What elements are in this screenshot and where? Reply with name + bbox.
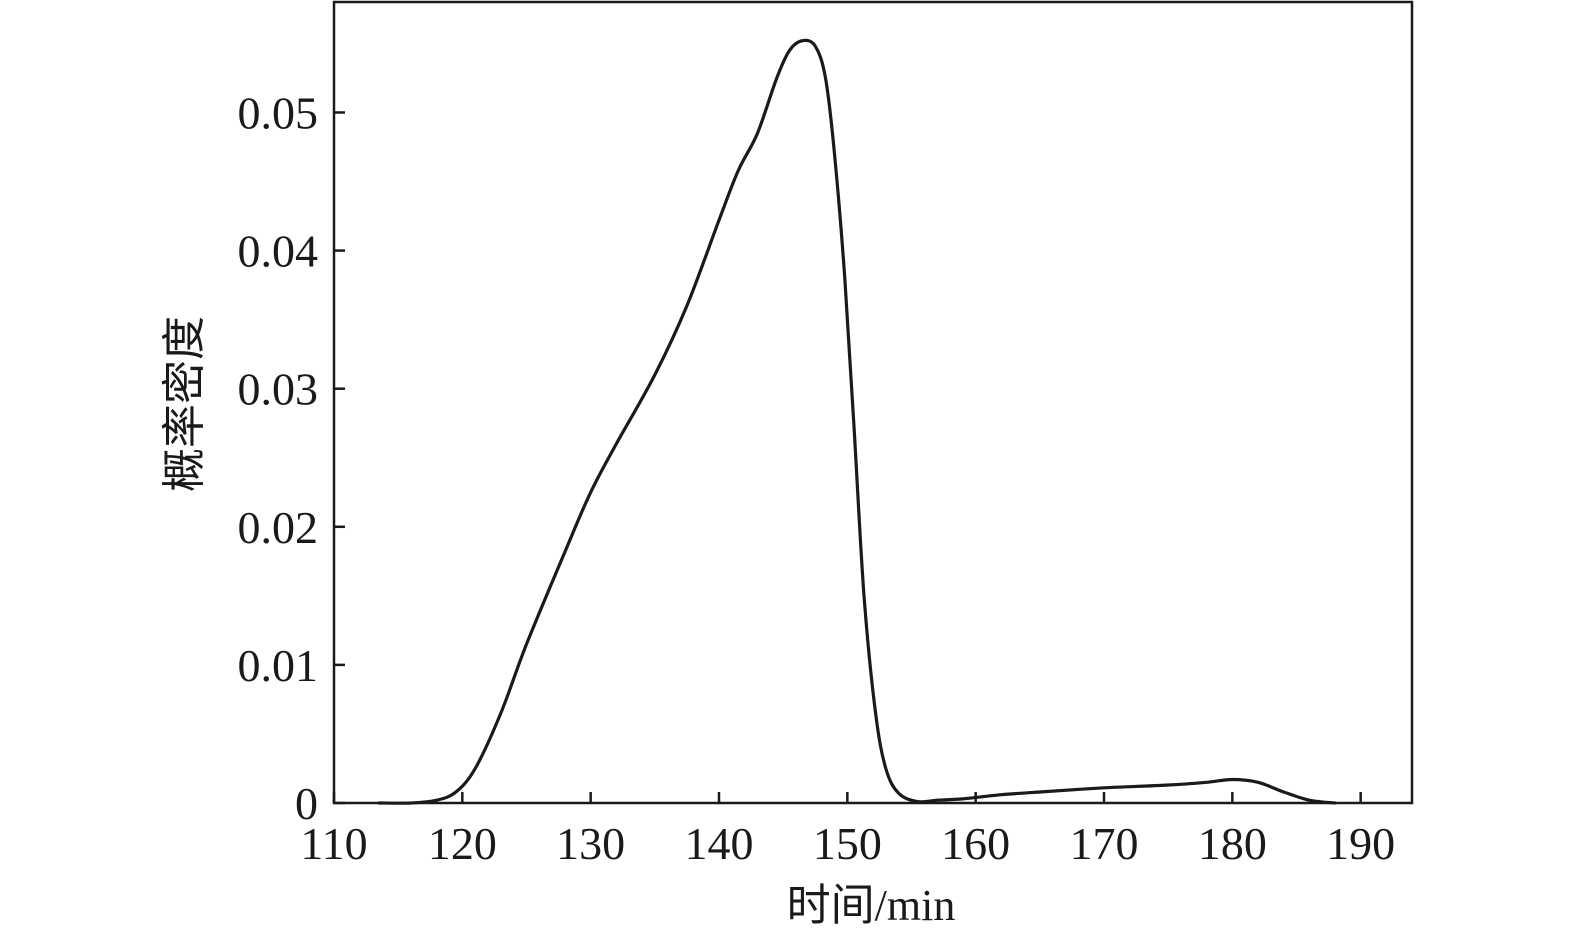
x-tick-label: 120 bbox=[428, 818, 497, 869]
x-tick-label: 140 bbox=[685, 818, 754, 869]
x-tick-label: 150 bbox=[813, 818, 882, 869]
x-tick-label: 110 bbox=[300, 818, 367, 869]
y-axis-title: 概率密度 bbox=[160, 316, 209, 492]
y-tick-label: 0.05 bbox=[238, 87, 319, 138]
y-tick-label: 0.01 bbox=[238, 640, 319, 691]
x-tick-label: 160 bbox=[941, 818, 1010, 869]
y-tick-label: 0.02 bbox=[238, 502, 319, 553]
y-tick-label: 0.04 bbox=[238, 226, 319, 277]
y-axis: 0 0.01 0.02 0.03 0.04 0.05 bbox=[238, 87, 345, 829]
x-axis-title: 时间/min bbox=[787, 881, 956, 930]
x-tick-label: 190 bbox=[1326, 818, 1395, 869]
x-tick-label: 130 bbox=[556, 818, 625, 869]
x-tick-label: 170 bbox=[1070, 818, 1139, 869]
y-tick-label: 0.03 bbox=[238, 364, 319, 415]
x-axis: 110 120 130 140 150 160 170 180 190 bbox=[300, 792, 1395, 869]
x-tick-label: 180 bbox=[1198, 818, 1267, 869]
y-tick-label: 0 bbox=[295, 778, 318, 829]
plot-frame bbox=[332, 0, 1414, 805]
series-line-density bbox=[377, 38, 1337, 805]
